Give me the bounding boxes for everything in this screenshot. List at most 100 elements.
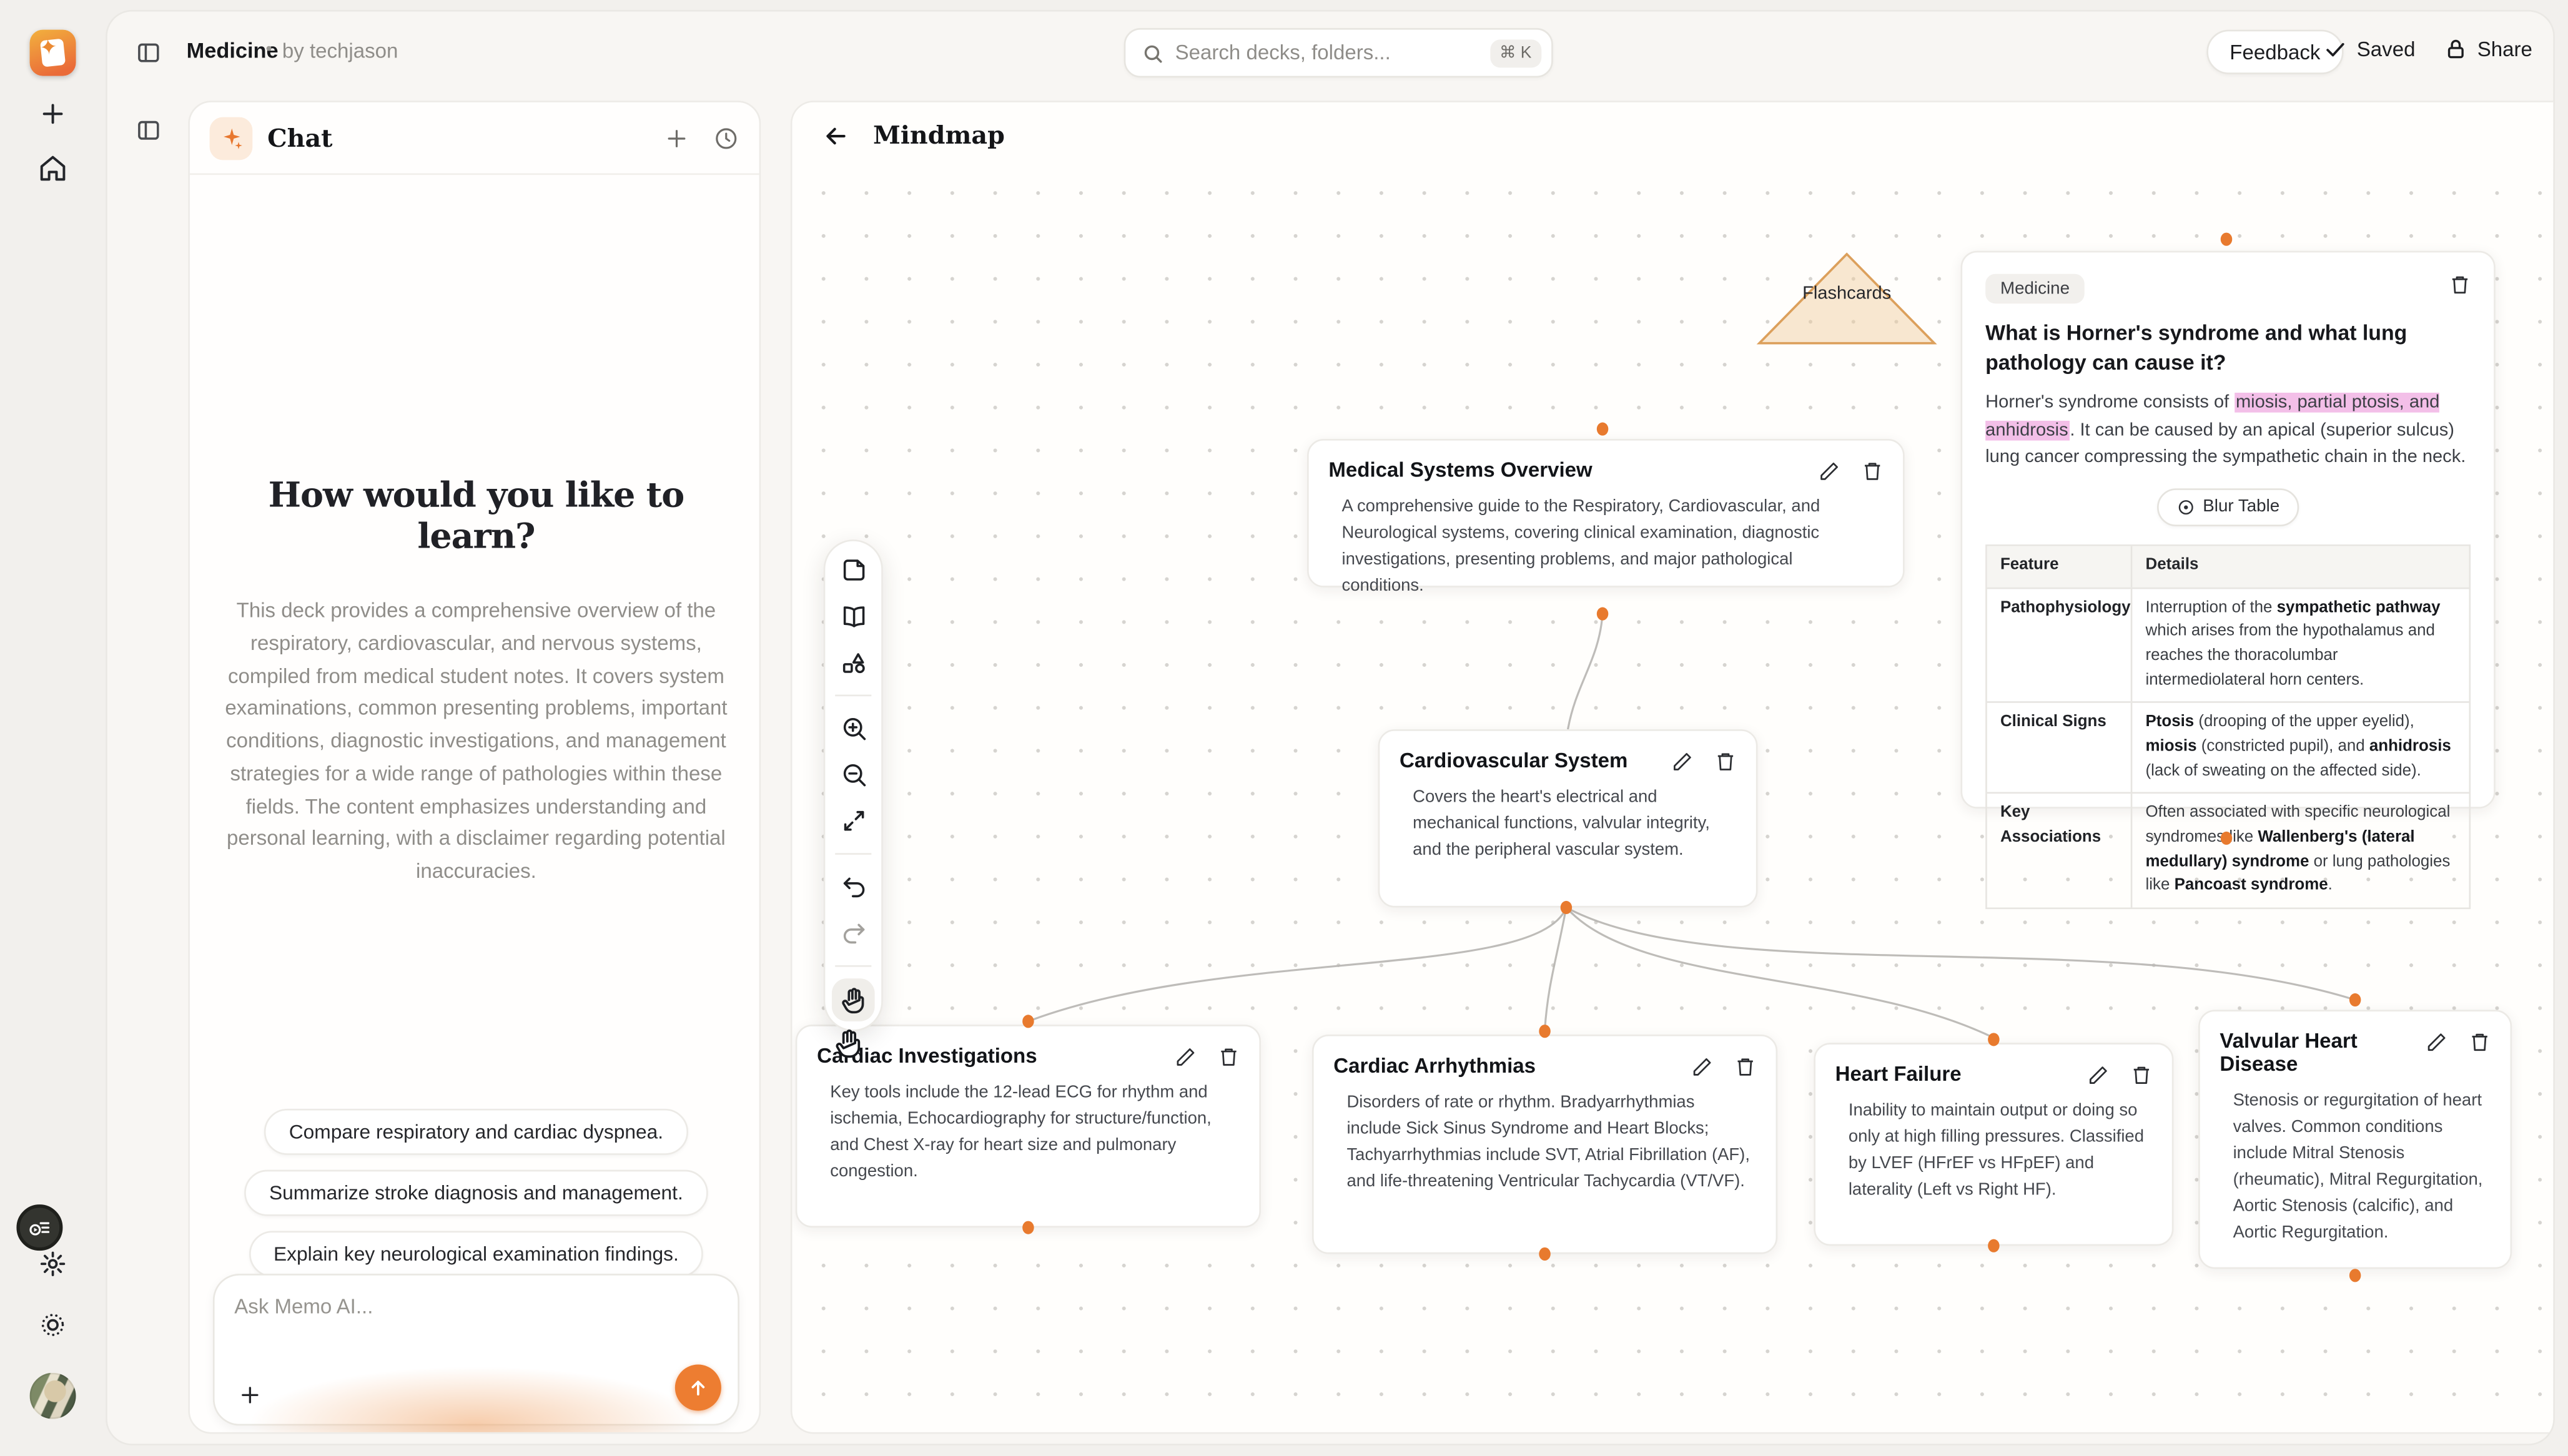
connector-dot[interactable]: [1988, 1239, 2000, 1252]
trash-icon[interactable]: [1862, 460, 1883, 481]
flashcards-triangle[interactable]: [1756, 251, 1938, 347]
settings-button[interactable]: [39, 1250, 67, 1278]
home-icon: [40, 155, 66, 181]
title-separator: •: [265, 39, 272, 60]
edit-icon[interactable]: [1672, 750, 1693, 772]
chat-panel: Chat How would you like to learn? This d…: [188, 101, 761, 1434]
trash-icon[interactable]: [1218, 1046, 1239, 1067]
trash-icon[interactable]: [2131, 1065, 2152, 1086]
connector-dot[interactable]: [1596, 422, 1609, 436]
suggestion-chip[interactable]: Compare respiratory and cardiac dyspnea.: [264, 1108, 688, 1155]
canvas-toolbar: [823, 539, 883, 1031]
connector-dot[interactable]: [1560, 900, 1573, 915]
home-button[interactable]: [38, 154, 68, 184]
edit-icon[interactable]: [1175, 1046, 1197, 1067]
chat-title: Chat: [267, 122, 333, 153]
connector-dot[interactable]: [1539, 1025, 1551, 1038]
chat-heading: How would you like to learn?: [268, 473, 685, 556]
connector-dot[interactable]: [1539, 1247, 1551, 1261]
node-medical-systems-overview[interactable]: Medical Systems Overview A comprehensive…: [1307, 438, 1905, 596]
share-button[interactable]: Share: [2444, 38, 2532, 61]
zoom-out-button[interactable]: [839, 760, 867, 789]
mindmap-canvas[interactable]: Mindmap Flashcards Medicine: [790, 101, 2554, 1434]
node-body: A comprehensive guide to the Respiratory…: [1341, 498, 1820, 596]
new-deck-button[interactable]: [38, 99, 68, 129]
connector-dot[interactable]: [2349, 1269, 2361, 1282]
chat-panel-toggle[interactable]: [136, 117, 162, 144]
reader-tool-button[interactable]: [839, 603, 867, 631]
node-medicine-flashcard[interactable]: Medicine What is Horner's syndrome and w…: [1960, 250, 2496, 910]
search-shortcut-badge: ⌘ K: [1489, 39, 1542, 67]
attach-button[interactable]: [238, 1383, 263, 1408]
hand-icon: [842, 988, 864, 1014]
file-icon: [842, 559, 864, 581]
node-title: Heart Failure: [1835, 1062, 1962, 1086]
node-cardiac-arrhythmias[interactable]: Cardiac Arrhythmias Disorders of rate or…: [1311, 1034, 1778, 1254]
node-heart-failure[interactable]: Heart Failure Inability to maintain outp…: [1814, 1043, 2174, 1246]
trash-icon[interactable]: [1734, 1056, 1756, 1077]
toolbar-divider: [835, 965, 872, 967]
connector-dot[interactable]: [1022, 1221, 1034, 1234]
connector-dot[interactable]: [1988, 1033, 2000, 1046]
back-button[interactable]: [822, 121, 850, 149]
redo-button[interactable]: [839, 919, 867, 947]
connector-dot[interactable]: [1596, 607, 1609, 621]
hand-tool-button[interactable]: [831, 978, 875, 1021]
chat-input-placeholder: Ask Memo AI...: [234, 1295, 373, 1319]
app-logo-icon[interactable]: ✦: [29, 29, 76, 76]
fit-view-button[interactable]: [839, 807, 867, 835]
flashcard-table: Feature Details Pathophysiology Interrup…: [1985, 544, 2471, 910]
left-rail: ✦: [0, 0, 106, 1455]
theme-toggle[interactable]: [39, 1311, 67, 1339]
connector-dot[interactable]: [2349, 993, 2361, 1007]
trash-icon[interactable]: [2469, 1031, 2490, 1053]
flashcard-question: What is Horner's syndrome and what lung …: [1985, 320, 2408, 375]
plus-icon: [42, 104, 63, 124]
edit-icon[interactable]: [2088, 1065, 2109, 1086]
chat-history-button[interactable]: [713, 125, 739, 151]
edit-icon[interactable]: [2426, 1031, 2447, 1053]
trash-icon[interactable]: [2449, 274, 2471, 295]
suggestion-chip[interactable]: Explain key neurological examination fin…: [249, 1231, 704, 1277]
toolbar-divider: [835, 853, 872, 855]
zoom-in-button[interactable]: [839, 714, 867, 742]
chat-hero: How would you like to learn? This deck p…: [219, 473, 733, 888]
send-button[interactable]: [674, 1364, 721, 1411]
node-title: Valvular Heart Disease: [2220, 1030, 2358, 1076]
node-title: Cardiovascular System: [1400, 749, 1628, 772]
notes-tool-button[interactable]: [839, 556, 867, 584]
table-row: Pathophysiology Interruption of the symp…: [1987, 586, 2469, 702]
deck-byline: by techjason: [282, 39, 398, 63]
shapes-tool-button[interactable]: [839, 649, 867, 677]
blur-table-button[interactable]: Blur Table: [2157, 488, 2299, 526]
node-cardiovascular-system[interactable]: Cardiovascular System Covers the heart's…: [1378, 729, 1758, 908]
flashcard-answer: Horner's syndrome consists of miosis, pa…: [1985, 393, 2466, 468]
search-input[interactable]: Search decks, folders... ⌘ K: [1124, 27, 1553, 78]
new-chat-button[interactable]: [663, 125, 689, 151]
node-cardiac-investigations[interactable]: Cardiac Investigations Key tools include…: [795, 1025, 1262, 1228]
search-icon: [1144, 44, 1162, 62]
redo-icon: [842, 923, 864, 944]
deck-badge: Medicine: [1985, 273, 2085, 304]
connector-dot[interactable]: [2220, 831, 2233, 845]
suggestion-chip[interactable]: Summarize stroke diagnosis and managemen…: [244, 1169, 708, 1216]
connector-dot[interactable]: [2220, 232, 2233, 246]
main-window: Medicine • by techjason Search decks, fo…: [106, 9, 2555, 1446]
edit-icon[interactable]: [1819, 460, 1840, 481]
node-body: Inability to maintain output or doing so…: [1848, 1102, 2144, 1200]
feedback-button[interactable]: Feedback: [2206, 29, 2344, 74]
undo-button[interactable]: [839, 873, 867, 901]
deck-title[interactable]: Medicine: [186, 37, 279, 63]
chat-composer[interactable]: Ask Memo AI...: [212, 1274, 739, 1426]
connector-dot[interactable]: [1022, 1015, 1034, 1028]
zoom-in-icon: [842, 717, 865, 740]
toolbar-divider: [835, 694, 872, 697]
panel-left-icon: [138, 121, 159, 140]
sparkle-icon: [209, 116, 253, 160]
node-valvular-heart-disease[interactable]: Valvular Heart Disease Stenosis or regur…: [2198, 1010, 2512, 1269]
user-avatar[interactable]: [29, 1372, 76, 1419]
trash-icon[interactable]: [1715, 750, 1736, 772]
queue-button[interactable]: [17, 1204, 64, 1251]
edit-icon[interactable]: [1692, 1056, 1713, 1077]
sidebar-toggle[interactable]: [136, 39, 162, 66]
